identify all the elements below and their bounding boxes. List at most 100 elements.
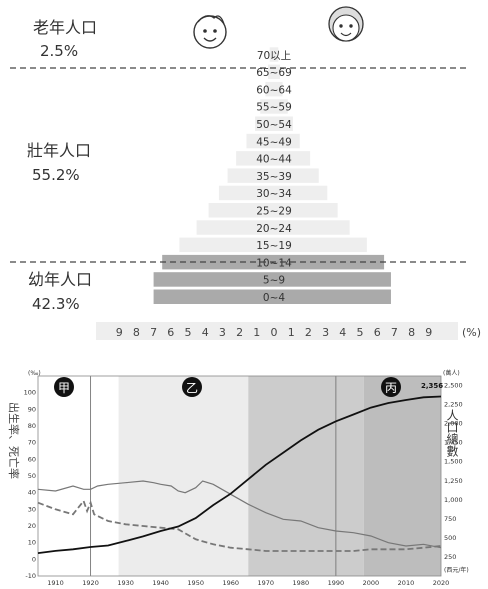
era-marker-jia: 甲 — [54, 377, 74, 397]
pyramid-tick-label: 6 — [167, 326, 174, 339]
pyramid-bar-right — [274, 99, 288, 114]
pyramid-age-label: 40~44 — [256, 154, 292, 166]
pyramid-age-label: 45~49 — [256, 136, 292, 148]
adult-label: 壯年人口 — [27, 141, 91, 160]
pyramid-tick-label: 8 — [133, 326, 140, 339]
pyramid-tick-label: 5 — [185, 326, 192, 339]
pyramid-bar-left — [153, 289, 274, 304]
pyramid-bar-left — [267, 64, 274, 80]
x-tick-label: 2000 — [363, 579, 380, 587]
pyramid-bar-left — [246, 133, 274, 149]
era-yi-label: 乙 — [186, 381, 198, 395]
pyramid-age-label: 70以上 — [257, 50, 291, 62]
left-tick-label: 30 — [28, 505, 36, 513]
pyramid-age-labels: 0~4 5~9 10~14 15~19 20~24 25~29 30~34 35~39 40~4… — [256, 50, 292, 304]
right-tick-label: 1,250 — [444, 477, 463, 485]
pyramid-bar-left — [208, 203, 274, 218]
left-tick-label: -10 — [25, 572, 36, 580]
pyramid-tick-label: 7 — [150, 326, 157, 339]
pyramid-age-label: 30~34 — [256, 188, 292, 200]
x-tick-label: 1930 — [117, 579, 134, 587]
x-tick-label: 2010 — [398, 579, 415, 587]
pyramid-bar-left — [153, 272, 274, 287]
birth-rate-line — [37, 480, 442, 549]
plot-frame — [37, 375, 442, 577]
pyramid-bar-right — [274, 203, 338, 218]
elderly-pct: 2.5% — [40, 42, 78, 60]
pyramid-bar-right — [274, 81, 283, 97]
pyramid-bar-left — [269, 47, 274, 62]
pyramid-age-label: 55~59 — [256, 102, 292, 114]
pyramid-tick-label: 7 — [391, 326, 398, 339]
era-shade — [363, 376, 441, 576]
x-tick-label: 1920 — [82, 579, 99, 587]
pyramid-unit: (%) — [462, 326, 481, 339]
pyramid-bar-right — [274, 151, 311, 166]
pyramid-age-label: 35~39 — [256, 171, 292, 183]
x-tick-label: 1910 — [47, 579, 64, 587]
pyramid-tick-label: 1 — [288, 326, 295, 339]
elderly-label: 老年人口 — [33, 18, 97, 37]
x-tick-label: 1950 — [187, 579, 204, 587]
pyramid-bar-right — [274, 289, 391, 304]
pyramid-tick-label: 1 — [253, 326, 260, 339]
x-axis-unit: (西元/年) — [444, 566, 469, 574]
right-tick-label: 1,000 — [444, 496, 463, 504]
pyramid-tick-label: 6 — [374, 326, 381, 339]
total-population-line — [37, 395, 442, 554]
adult-pct: 55.2% — [32, 166, 80, 184]
left-tick-label: 90 — [28, 405, 36, 413]
pyramid-age-label: 50~54 — [256, 119, 292, 131]
trend-lines — [37, 395, 442, 554]
pyramid-bar-left — [260, 99, 274, 114]
era-marker-bing: 丙 — [381, 377, 401, 397]
death-rate-line — [37, 499, 442, 552]
era-jia-label: 甲 — [58, 381, 70, 395]
pyramid-age-label: 65~69 — [256, 67, 292, 79]
pyramid-bar-right — [274, 185, 328, 201]
pyramid-tick-label: 2 — [236, 326, 243, 339]
pyramid-tick-label: 4 — [202, 326, 209, 339]
x-tick-label: 1980 — [293, 579, 310, 587]
pyramid-bar-left — [255, 116, 274, 131]
pyramid-tick-label: 9 — [116, 326, 123, 339]
pyramid-bar-left — [196, 220, 274, 235]
pyramid-tick-label: 4 — [339, 326, 346, 339]
pyramid-bar-left — [162, 254, 274, 270]
pyramid-bar-right — [274, 116, 293, 131]
left-tick-label: 40 — [28, 489, 36, 497]
pyramid-bar-right — [274, 133, 300, 149]
population-pyramid: 0~4 5~9 10~14 15~19 20~24 25~29 30~34 35~39 40~4… — [10, 6, 481, 340]
left-tick-label: 80 — [28, 422, 36, 430]
right-tick-label: 2,000 — [444, 420, 463, 428]
era-bing-label: 丙 — [385, 381, 397, 395]
pyramid-bar-right — [274, 64, 281, 80]
pyramid-age-label: 15~19 — [256, 240, 292, 252]
pyramid-tick-label: 0 — [271, 326, 278, 339]
pyramid-age-label: 5~9 — [263, 275, 285, 287]
right-tick-label: 500 — [444, 534, 456, 542]
pyramid-tick-label: 3 — [322, 326, 329, 339]
era-marker-yi: 乙 — [182, 377, 202, 397]
pyramid-bar-left — [265, 81, 274, 97]
pyramid-age-label: 25~29 — [256, 206, 292, 218]
x-tick-label: 1990 — [328, 579, 345, 587]
youth-pct: 42.3% — [32, 295, 80, 313]
pyramid-bar-right — [274, 47, 279, 62]
pyramid-bar-right — [274, 168, 319, 183]
pyramid-bars — [153, 47, 391, 304]
pyramid-bar-right — [274, 237, 367, 253]
x-tick-label: 2020 — [433, 579, 450, 587]
era-shade — [248, 376, 364, 576]
era-shading — [118, 376, 441, 576]
pyramid-bar-left — [227, 168, 274, 183]
x-axis-ticks: 1910 1920 1930 1940 1950 1960 1970 1980 1990 2000… — [47, 579, 449, 587]
reference-lines — [90, 376, 337, 576]
left-tick-label: 100 — [24, 389, 36, 397]
era-shade — [118, 376, 249, 576]
right-tick-label: 250 — [444, 553, 456, 561]
x-tick-label: 1970 — [258, 579, 275, 587]
left-tick-label: 70 — [28, 439, 36, 447]
